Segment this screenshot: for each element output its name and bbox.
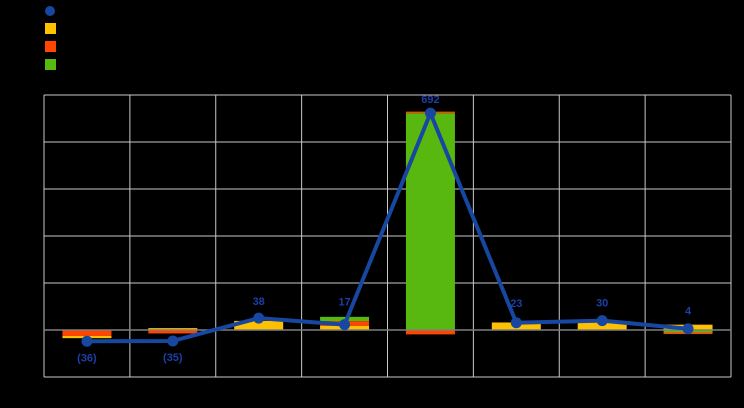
data-point-marker [682,323,694,335]
data-point-label: 38 [253,296,265,308]
data-point-marker [167,335,179,347]
bar-segment-orange [62,330,112,336]
trend-line [86,111,689,344]
data-point-marker [339,319,351,331]
legend [45,2,183,74]
bar-segment-green [320,316,370,322]
bar-segment-green [405,113,455,330]
data-point-marker [253,312,265,324]
data-point-label: (35) [163,352,183,364]
data-point-label: 692 [421,94,439,106]
legend-item-orange-bars [45,38,183,55]
data-point-label: 30 [596,298,608,310]
bar-segment-yellow [234,320,284,330]
yellow-bar-series-marker-icon [45,23,56,34]
legend-item-yellow-bars [45,20,183,37]
legend-item-line [45,2,183,19]
data-point-marker [424,107,436,119]
data-point-label: 17 [338,297,350,309]
data-point-label: 23 [510,298,522,310]
bar-segment-yellow [148,328,198,330]
bar-segment-orange [405,330,455,335]
data-point-marker [81,335,93,347]
data-point-marker [510,317,522,329]
line-series-marker-icon [45,5,55,16]
legend-item-green-bars [45,56,183,73]
green-bar-series-marker-icon [45,59,56,70]
data-point-label: (36) [77,352,97,364]
data-point-label: 4 [685,306,692,318]
data-point-marker [596,315,608,327]
bar-segment-orange [148,330,198,334]
orange-bar-series-marker-icon [45,41,56,52]
